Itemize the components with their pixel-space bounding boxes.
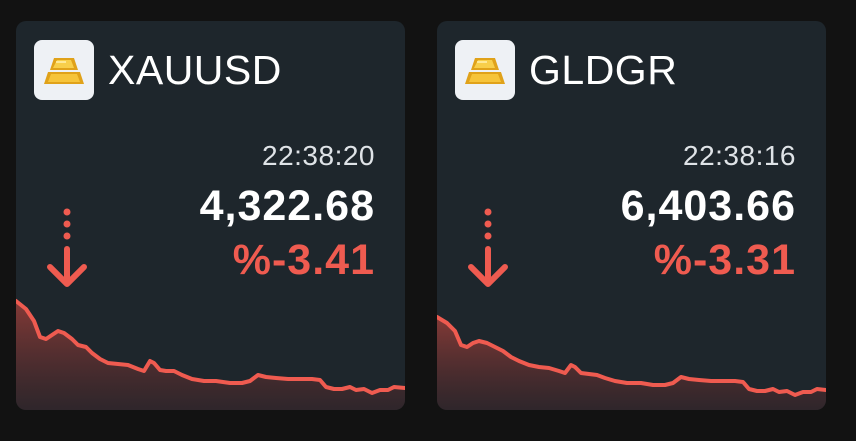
percent-change: %-3.31	[653, 236, 796, 284]
last-update-time: 22:38:16	[683, 140, 796, 171]
down-arrow-icon	[47, 208, 87, 287]
down-arrow-icon	[468, 208, 508, 287]
ticker-card-xauusd[interactable]: XAUUSD 22:38:20 4,322.68 %-3.41	[16, 21, 405, 410]
ticker-symbol: XAUUSD	[108, 47, 282, 93]
last-update-time: 22:38:20	[262, 140, 375, 171]
ticker-symbol: GLDGR	[529, 47, 678, 93]
logo-tile	[34, 40, 94, 100]
ticker-price: 4,322.68	[199, 182, 375, 230]
price-sparkline	[437, 315, 826, 410]
logo-tile	[455, 40, 515, 100]
ticker-price: 6,403.66	[620, 182, 796, 230]
gold-bars-icon	[44, 58, 84, 84]
gold-bars-icon	[465, 58, 505, 84]
ticker-card-gldgr[interactable]: GLDGR 22:38:16 6,403.66 %-3.31	[437, 21, 826, 410]
price-sparkline	[16, 299, 405, 410]
percent-change: %-3.41	[232, 236, 375, 284]
